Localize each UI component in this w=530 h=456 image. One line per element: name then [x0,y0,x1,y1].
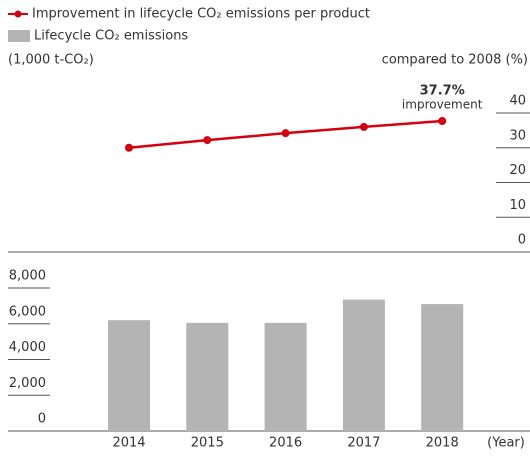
legend-swatch [8,30,30,42]
data-label: 37.7% [420,83,465,98]
point [203,136,212,145]
annotation: improvement [402,97,483,111]
legend-label: Lifecycle CO₂ emissions [34,29,188,44]
y2-tick-label: 0 [518,233,526,248]
y2-tick-label: 30 [509,128,526,143]
x-tick-label: 2015 [191,436,224,451]
legend-label: Improvement in lifecycle CO₂ emissions p… [32,7,370,22]
x-tick-label: 2018 [426,436,459,451]
x-axis-label: (Year) [487,436,525,451]
y-tick-label: 6,000 [9,304,46,319]
point [281,129,290,138]
bar [421,304,464,431]
y2-tick-label: 10 [509,198,526,213]
bar [108,320,150,431]
x-tick-label: 2016 [269,436,302,451]
point [438,116,447,125]
point [125,143,133,152]
y-axis-label: (1,000 t-CO₂) [8,53,94,68]
y2-tick-label: 40 [509,94,526,109]
bar [342,299,385,431]
y-tick-label: 8,000 [9,269,46,284]
point [359,122,368,131]
y-tick-label: 4,000 [9,340,46,355]
y-tick-label: 0 [38,412,46,427]
x-tick-label: 2014 [112,436,145,451]
y2-tick-label: 20 [509,163,526,178]
bar [186,322,229,431]
x-tick-label: 2017 [347,436,380,451]
legend-marker [14,10,22,18]
y2-axis-label: compared to 2008 (%) [382,53,528,68]
y-tick-label: 2,000 [9,376,46,391]
bar [264,322,307,431]
